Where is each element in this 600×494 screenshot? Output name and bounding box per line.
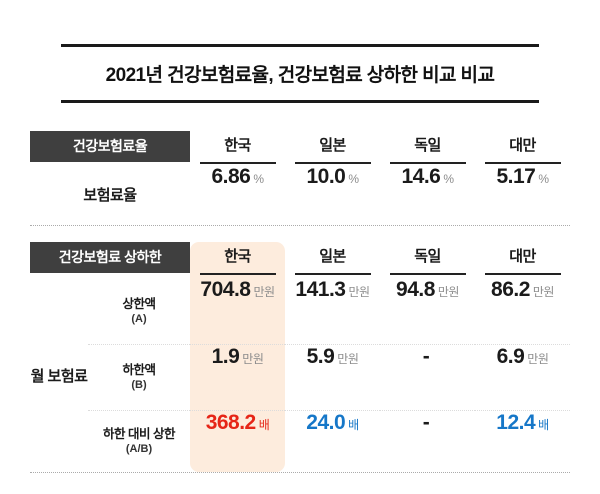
lower-limit-korea: 1.9 만원	[190, 344, 285, 410]
value-unit: 배	[258, 418, 270, 432]
ratio-germany: -	[380, 410, 475, 472]
rate-row-label: 보험료율	[83, 186, 137, 204]
infographic: 2021년 건강보험료율, 건강보험료 상하한 비교 비교 건강보험료율 한국 …	[30, 0, 570, 473]
limit-table: 건강보험료 상하한 한국 일본 독일 대만 월 보험료 상한액 (A) 704.…	[30, 242, 570, 473]
title-block: 2021년 건강보험료율, 건강보험료 상하한 비교 비교	[61, 44, 539, 103]
value-unit: 만원	[253, 285, 275, 299]
upper-limit-germany: 94.8 만원	[380, 278, 475, 344]
row-label-code: (B)	[131, 379, 147, 392]
row-label-code: (A/B)	[125, 443, 153, 456]
rate-table-header-cell: 건강보험료율	[30, 131, 190, 165]
value-number: 24.0	[306, 411, 346, 434]
value-unit: %	[443, 172, 454, 186]
column-label: 일본	[294, 131, 371, 164]
value-number: 14.6	[401, 165, 441, 188]
row-label-ratio: 하한 대비 상한 (A/B)	[88, 410, 190, 472]
column-label: 일본	[294, 242, 371, 275]
ratio-taiwan: 12.4 배	[475, 410, 570, 472]
value-number: 6.86	[211, 165, 251, 188]
value-number: -	[422, 345, 430, 368]
value-number: 704.8	[200, 278, 251, 301]
value-unit: %	[348, 172, 359, 186]
value-number: 10.0	[306, 165, 346, 188]
value-number: 368.2	[205, 411, 257, 434]
row-label-lower-limit: 하한액 (B)	[88, 344, 190, 410]
value-unit: 만원	[532, 285, 555, 299]
value-unit: %	[253, 172, 264, 186]
rate-column-header-japan: 일본	[285, 131, 380, 165]
upper-limit-korea: 704.8 만원	[190, 278, 285, 344]
value-number: 12.4	[496, 411, 536, 434]
value-unit: 만원	[242, 352, 264, 366]
limit-column-header-korea: 한국	[190, 242, 285, 278]
rate-value-japan: 10.0 %	[285, 165, 380, 223]
value-number: 5.17	[496, 165, 536, 188]
rate-column-header-germany: 독일	[380, 131, 475, 165]
limit-column-header-japan: 일본	[285, 242, 380, 278]
rate-column-header-taiwan: 대만	[475, 131, 570, 165]
row-label-text: 하한액	[122, 363, 156, 378]
column-label: 한국	[199, 242, 276, 275]
value-unit: 배	[348, 418, 359, 432]
upper-limit-japan: 141.3 만원	[285, 278, 380, 344]
value-unit: %	[538, 172, 549, 186]
limit-column-header-germany: 독일	[380, 242, 475, 278]
group-label-monthly-premium: 월 보험료	[30, 367, 88, 385]
row-label-text: 하한 대비 상한	[103, 427, 175, 442]
value-number: 1.9	[211, 345, 240, 368]
value-unit: 만원	[348, 285, 370, 299]
value-number: -	[422, 411, 430, 434]
value-number: 6.9	[496, 345, 525, 368]
limit-table-badge: 건강보험료 상하한	[30, 242, 190, 273]
limit-column-header-taiwan: 대만	[475, 242, 570, 278]
ratio-korea: 368.2 배	[190, 410, 285, 472]
rate-table: 건강보험료율 한국 일본 독일 대만 보험료율 6.86 % 10.0 %	[30, 131, 570, 226]
column-label: 대만	[484, 242, 561, 275]
limit-table-header-cell: 건강보험료 상하한	[30, 242, 190, 278]
page-title: 2021년 건강보험료율, 건강보험료 상하한 비교 비교	[105, 65, 495, 86]
column-label: 대만	[484, 131, 561, 164]
rate-value-taiwan: 5.17 %	[475, 165, 570, 223]
value-number: 94.8	[396, 278, 435, 301]
rate-table-badge: 건강보험료율	[30, 131, 190, 162]
lower-limit-taiwan: 6.9 만원	[475, 344, 570, 410]
ratio-japan: 24.0 배	[285, 410, 380, 472]
value-unit: 만원	[437, 285, 460, 299]
column-label: 독일	[389, 242, 466, 275]
rate-value-germany: 14.6 %	[380, 165, 475, 223]
value-unit: 만원	[337, 352, 359, 366]
value-number: 141.3	[295, 278, 346, 301]
column-label: 한국	[199, 131, 276, 164]
row-label-upper-limit: 상한액 (A)	[88, 278, 190, 344]
upper-limit-taiwan: 86.2 만원	[475, 278, 570, 344]
rate-value-korea: 6.86 %	[190, 165, 285, 223]
value-unit: 배	[538, 418, 549, 432]
value-number: 5.9	[306, 345, 335, 368]
rate-column-header-korea: 한국	[190, 131, 285, 165]
value-unit: 만원	[527, 352, 549, 366]
row-label-text: 상한액	[122, 296, 156, 311]
column-label: 독일	[389, 131, 466, 164]
row-label-code: (A)	[131, 312, 147, 325]
lower-limit-germany: -	[380, 344, 475, 410]
lower-limit-japan: 5.9 만원	[285, 344, 380, 410]
value-number: 86.2	[491, 278, 530, 301]
